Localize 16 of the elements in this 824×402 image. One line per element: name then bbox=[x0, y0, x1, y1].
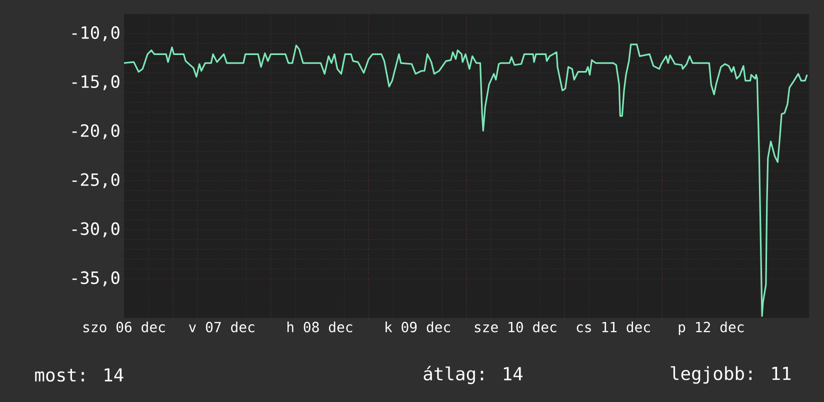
x-tick-label: v 07 dec bbox=[188, 322, 254, 332]
x-tick-label: cs 11 dec bbox=[576, 322, 650, 332]
y-tick-label: -20,0 bbox=[72, 124, 120, 140]
x-tick-label: sze 10 dec bbox=[474, 322, 556, 332]
x-tick-label: h 08 dec bbox=[287, 322, 352, 332]
text: legjobb: 11 bbox=[670, 366, 791, 384]
y-tick-label: -30,0 bbox=[72, 222, 120, 238]
x-tick-label: p 12 dec bbox=[678, 322, 744, 336]
x-tick-label: k 09 dec bbox=[386, 322, 450, 332]
y-tick-label: -15,0 bbox=[72, 75, 120, 90]
text: átlag: 14 bbox=[424, 366, 523, 384]
y-tick-label: -25,0 bbox=[72, 173, 120, 188]
text: most: 14 bbox=[35, 368, 124, 382]
y-tick-label: -35,0 bbox=[72, 271, 120, 286]
x-tick-label: szo 06 dec bbox=[83, 322, 165, 332]
y-tick-label: -10,0 bbox=[72, 26, 120, 42]
